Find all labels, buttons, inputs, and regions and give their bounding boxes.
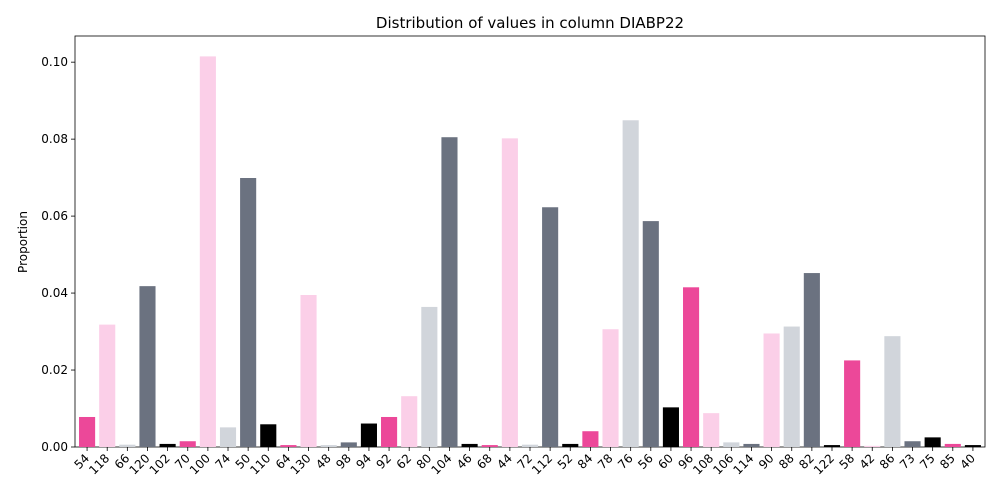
bar bbox=[521, 444, 539, 447]
bar bbox=[280, 445, 297, 447]
x-tick-label: 60 bbox=[655, 451, 676, 472]
x-tick-label: 100 bbox=[187, 451, 213, 477]
x-tick-label: 94 bbox=[353, 451, 374, 472]
bar bbox=[421, 306, 438, 447]
x-tick-label: 92 bbox=[373, 451, 394, 472]
bar bbox=[360, 423, 377, 447]
x-tick-label: 86 bbox=[877, 451, 898, 472]
bar bbox=[199, 56, 216, 448]
bar bbox=[381, 416, 398, 447]
bar bbox=[179, 441, 196, 447]
x-tick-label: 112 bbox=[529, 451, 555, 477]
bar bbox=[622, 120, 639, 448]
bar bbox=[340, 442, 357, 447]
bar bbox=[884, 336, 901, 447]
x-tick-label: 75 bbox=[917, 451, 938, 472]
bar bbox=[602, 329, 619, 447]
bar bbox=[662, 407, 679, 447]
bar bbox=[904, 441, 921, 447]
bar bbox=[320, 445, 337, 447]
bar bbox=[401, 396, 418, 447]
bar bbox=[441, 137, 458, 447]
bar bbox=[823, 445, 841, 447]
x-tick-label: 52 bbox=[555, 451, 576, 472]
bar bbox=[139, 286, 156, 447]
bar bbox=[79, 416, 96, 447]
x-tick-label: 85 bbox=[937, 451, 958, 472]
bar bbox=[501, 138, 518, 447]
bar bbox=[219, 427, 237, 447]
x-tick-label: 110 bbox=[247, 451, 273, 477]
bar bbox=[562, 443, 579, 447]
bar bbox=[240, 178, 257, 447]
y-axis-label: Proportion bbox=[16, 211, 30, 273]
bar bbox=[582, 431, 599, 447]
bar bbox=[481, 445, 498, 447]
x-tick-label: 58 bbox=[837, 451, 858, 472]
x-tick-label: 114 bbox=[730, 451, 756, 477]
bar bbox=[99, 324, 116, 447]
bar bbox=[542, 207, 559, 447]
y-tick-label: 0.04 bbox=[41, 286, 68, 300]
x-tick-label: 73 bbox=[897, 451, 918, 472]
x-tick-label: 68 bbox=[474, 451, 495, 472]
x-tick-label: 88 bbox=[776, 451, 797, 472]
bar bbox=[703, 413, 720, 447]
x-tick-label: 40 bbox=[957, 451, 978, 472]
x-tick-label: 104 bbox=[428, 451, 454, 477]
bar bbox=[683, 287, 700, 447]
x-tick-label: 98 bbox=[333, 451, 354, 472]
x-tick-label: 90 bbox=[756, 451, 777, 472]
bar bbox=[119, 444, 136, 447]
bar bbox=[260, 424, 277, 447]
bar bbox=[803, 273, 820, 447]
y-tick-label: 0.10 bbox=[41, 55, 68, 69]
x-tick-label: 130 bbox=[288, 451, 314, 477]
chart-title: Distribution of values in column DIABP22 bbox=[376, 14, 684, 32]
bar bbox=[743, 443, 760, 447]
x-tick-label: 74 bbox=[212, 451, 233, 472]
x-tick-label: 62 bbox=[394, 451, 415, 472]
x-tick-label: 84 bbox=[575, 451, 596, 472]
x-tick-label: 122 bbox=[811, 451, 837, 477]
x-tick-label: 42 bbox=[857, 451, 878, 472]
y-tick-label: 0.08 bbox=[41, 132, 68, 146]
bar bbox=[924, 437, 941, 447]
bar bbox=[723, 442, 740, 447]
bar bbox=[964, 445, 981, 447]
y-tick-label: 0.06 bbox=[41, 209, 68, 223]
x-tick-label: 102 bbox=[147, 451, 173, 477]
bar bbox=[864, 445, 881, 447]
bar bbox=[844, 360, 861, 447]
y-tick-label: 0.00 bbox=[41, 440, 68, 454]
bar bbox=[159, 443, 176, 447]
x-tick-label: 76 bbox=[615, 451, 636, 472]
x-tick-label: 78 bbox=[595, 451, 616, 472]
bar bbox=[763, 333, 780, 447]
bar bbox=[461, 443, 478, 447]
x-tick-label: 118 bbox=[86, 451, 112, 477]
x-tick-label: 44 bbox=[494, 451, 515, 472]
x-tick-label: 48 bbox=[313, 451, 334, 472]
y-tick-label: 0.02 bbox=[41, 363, 68, 377]
x-tick-label: 46 bbox=[454, 451, 475, 472]
bar bbox=[300, 294, 317, 447]
x-tick-label: 56 bbox=[635, 451, 656, 472]
bar bbox=[642, 221, 659, 447]
bar bbox=[944, 443, 961, 447]
bar bbox=[783, 326, 800, 447]
